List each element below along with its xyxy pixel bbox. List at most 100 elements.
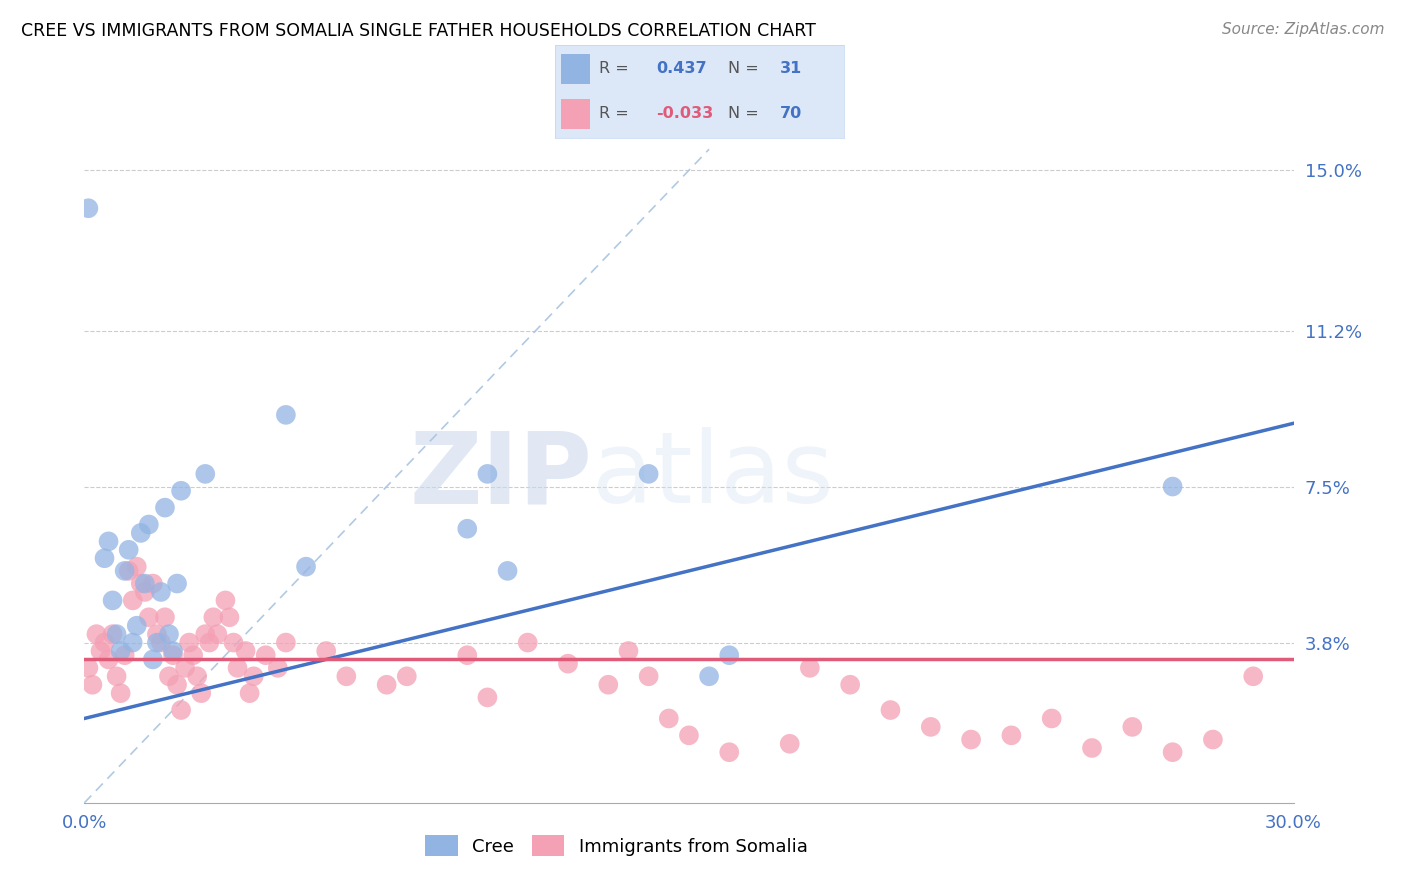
Point (214, 593, 236, 607)
Point (86, 627, 108, 641)
Point (254, 648, 277, 663)
Text: 70: 70 (780, 106, 803, 121)
Point (617, 644, 640, 658)
Point (138, 610, 160, 624)
Point (194, 627, 217, 641)
Point (162, 648, 184, 663)
Point (77, 201, 100, 215)
Text: 31: 31 (780, 62, 803, 77)
Point (1161, 745, 1184, 759)
Point (198, 635, 221, 649)
Point (118, 542, 141, 557)
Point (166, 678, 188, 692)
Text: -0.033: -0.033 (657, 106, 713, 121)
Point (110, 686, 132, 700)
Point (142, 576, 165, 591)
Point (637, 467, 659, 481)
Point (149, 585, 172, 599)
Point (395, 669, 418, 683)
Point (315, 644, 337, 658)
Point (960, 732, 983, 747)
Point (146, 635, 169, 649)
Point (456, 648, 478, 663)
Point (153, 500, 176, 515)
Point (1081, 741, 1104, 756)
Point (121, 635, 143, 649)
Point (121, 593, 143, 607)
Point (93, 551, 115, 566)
Point (105, 669, 128, 683)
Text: N =: N = (728, 62, 765, 77)
Point (118, 564, 141, 578)
Point (186, 669, 208, 683)
Point (335, 669, 357, 683)
Point (149, 635, 172, 649)
Bar (561, 54, 591, 84)
Point (157, 669, 180, 683)
Point (218, 610, 240, 624)
Point (207, 627, 229, 641)
Text: R =: R = (599, 62, 634, 77)
Point (477, 690, 499, 705)
Point (598, 678, 620, 692)
Point (222, 635, 245, 649)
Point (239, 686, 262, 700)
Point (134, 576, 156, 591)
Point (129, 525, 152, 540)
Point (1040, 711, 1063, 725)
Text: 0.437: 0.437 (657, 62, 707, 77)
Point (142, 652, 165, 666)
Point (77, 661, 100, 675)
Point (110, 644, 132, 658)
Point (1000, 728, 1022, 742)
Point (170, 483, 193, 498)
Point (162, 644, 184, 658)
Point (718, 745, 741, 759)
Point (1121, 720, 1143, 734)
Point (129, 576, 152, 591)
Point (170, 703, 193, 717)
Point (242, 669, 264, 683)
Text: N =: N = (728, 106, 765, 121)
Point (267, 661, 290, 675)
Point (82, 678, 104, 692)
Point (134, 585, 156, 599)
Point (779, 737, 801, 751)
Point (658, 711, 681, 725)
Point (114, 648, 136, 663)
Point (1161, 479, 1184, 493)
Point (97, 534, 120, 549)
Point (295, 559, 318, 574)
Point (202, 610, 225, 624)
Point (146, 627, 169, 641)
Point (190, 686, 212, 700)
Point (105, 627, 128, 641)
Point (879, 703, 901, 717)
Point (516, 635, 538, 649)
Point (101, 593, 124, 607)
Point (166, 576, 188, 591)
Point (718, 648, 741, 663)
Point (496, 564, 519, 578)
Point (1241, 669, 1264, 683)
Point (97, 652, 120, 666)
Text: atlas: atlas (592, 427, 834, 524)
Point (274, 408, 297, 422)
Bar (561, 99, 591, 129)
Point (678, 728, 700, 742)
Legend: Cree, Immigrants from Somalia: Cree, Immigrants from Somalia (418, 828, 815, 863)
Point (920, 720, 942, 734)
Point (477, 467, 499, 481)
Point (799, 661, 821, 675)
Point (179, 635, 201, 649)
Point (174, 661, 197, 675)
Point (1202, 732, 1225, 747)
Point (839, 678, 862, 692)
Point (697, 669, 720, 683)
Point (557, 657, 579, 671)
Point (101, 627, 124, 641)
Text: R =: R = (599, 106, 634, 121)
Point (637, 669, 659, 683)
Point (157, 627, 180, 641)
Point (93, 635, 115, 649)
